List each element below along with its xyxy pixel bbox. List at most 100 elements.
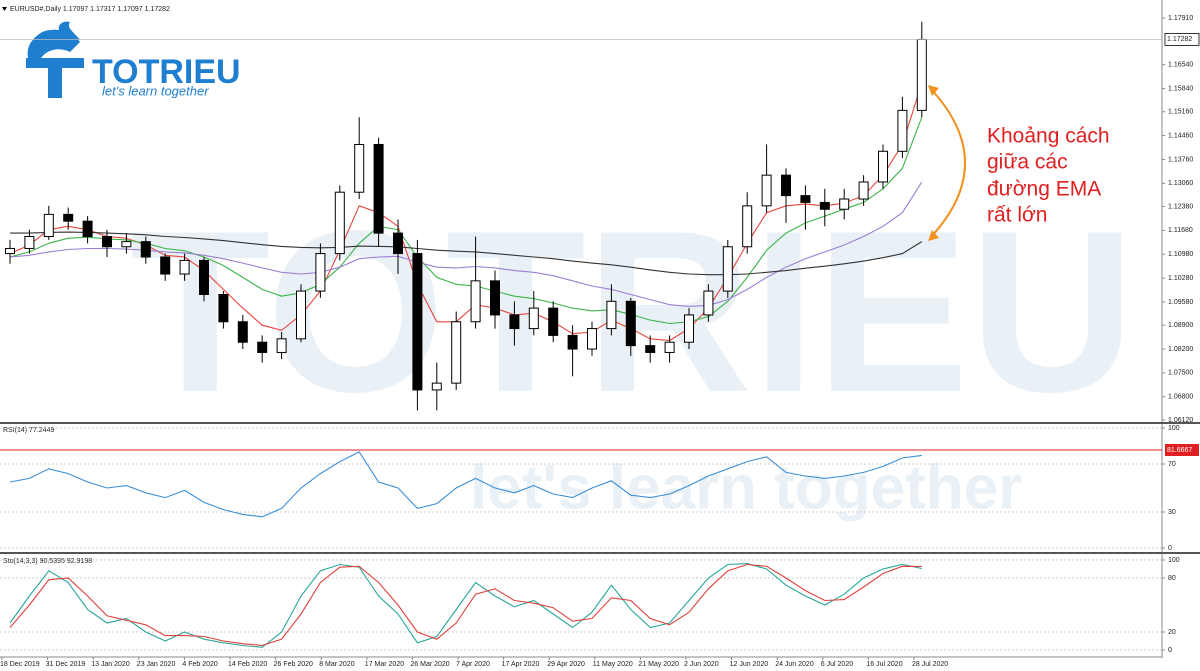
candle-body (781, 174, 791, 197)
candle-body (393, 232, 403, 255)
x-tick-label: 17 Mar 2020 (365, 661, 404, 668)
y-tick-label: 1.07500 (1168, 370, 1193, 377)
annotation: Khoảng cách giữa các đường EMA rất lớn (928, 85, 1110, 241)
indicator-line (9, 563, 922, 647)
candle-body (354, 143, 365, 193)
candle-body (878, 150, 888, 183)
logo: TOTRIEU let's learn together (26, 21, 241, 98)
level-box (1165, 443, 1199, 456)
x-tick-label: 4 Feb 2020 (182, 661, 218, 668)
y-tick-label: 1.12380 (1168, 203, 1193, 210)
level-label: 81.6667 (1167, 447, 1192, 454)
candle-body (839, 198, 850, 210)
y-tick-label: 1.06800 (1168, 394, 1193, 401)
candle-body (645, 345, 656, 353)
y-tick-label: 1.06120 (1168, 417, 1193, 424)
candle-body (587, 328, 597, 350)
x-tick-label: 28 Jul 2020 (912, 661, 948, 668)
y-tick-label: 1.16540 (1168, 62, 1193, 69)
candle-body (5, 247, 15, 255)
y-tick-label: 1.13060 (1168, 180, 1193, 187)
candle-body (373, 143, 384, 234)
candle-body (315, 253, 326, 292)
y-tick-label: 1.09580 (1168, 299, 1193, 306)
y-tick-label: 1.14460 (1168, 132, 1193, 139)
candle-body (819, 201, 830, 210)
candle-body (296, 290, 306, 340)
pane-menu-icon (2, 7, 7, 11)
pane-title: EURUSD#,Daily 1.17097 1.17317 1.17097 1.… (10, 6, 170, 13)
last-price-box (1164, 32, 1200, 46)
candle-body (858, 181, 869, 200)
x-tick-label: 12 Jun 2020 (730, 661, 769, 668)
indicator-line (9, 181, 923, 307)
candle-body (703, 290, 714, 316)
x-tick-label: 18 Dec 2019 (0, 661, 40, 668)
candle-body (916, 38, 927, 111)
candle-body (82, 220, 93, 238)
candle-body (218, 293, 229, 323)
candle-body (548, 307, 559, 336)
candle-body (684, 314, 694, 343)
candle-body (800, 195, 811, 203)
candle-body (140, 241, 151, 258)
candle-body (664, 341, 675, 353)
annotation-line: Khoảng cách (987, 125, 1110, 148)
candle-body (509, 314, 520, 330)
candle-body (102, 236, 112, 248)
x-tick-label: 13 Jan 2020 (91, 661, 130, 668)
candle-body (470, 280, 481, 323)
watermark-tagline: let's learn together (470, 453, 1022, 522)
candle-body (43, 213, 54, 238)
x-tick-label: 26 Feb 2020 (274, 661, 313, 668)
indicator-line (9, 451, 922, 518)
indicator-line (9, 563, 922, 648)
x-tick-label: 26 Mar 2020 (410, 661, 449, 668)
candle-body (412, 253, 423, 391)
candle-body (528, 307, 539, 330)
y-tick-label: 1.08200 (1168, 346, 1193, 353)
candle-body (742, 205, 753, 248)
y-tick-label: 1.15160 (1168, 109, 1193, 116)
candle-body (276, 338, 287, 353)
y-tick-label: 80 (1168, 575, 1176, 582)
arrow-head (928, 85, 939, 96)
arrow-curve (929, 87, 966, 239)
candle-body (179, 259, 190, 275)
candle-body (567, 334, 578, 350)
x-tick-label: 6 Jul 2020 (821, 661, 853, 668)
indicator-line (10, 231, 923, 276)
last-price-label: 1.17282 (1167, 36, 1192, 43)
candle-body (24, 236, 35, 249)
candle-body (121, 241, 132, 248)
x-tick-label: 21 May 2020 (638, 661, 679, 668)
candle-body (431, 382, 442, 391)
arrow-head (928, 230, 939, 241)
candle-body (451, 321, 462, 384)
y-tick-label: 1.11680 (1168, 227, 1193, 234)
logo-tagline: let's learn together (102, 83, 209, 98)
x-tick-label: 14 Feb 2020 (228, 661, 267, 668)
candle-body (63, 213, 74, 222)
x-tick-label: 11 May 2020 (593, 661, 633, 668)
y-tick-label: 100 (1168, 557, 1180, 564)
x-tick-label: 31 Dec 2019 (46, 661, 86, 668)
candle-body (257, 341, 268, 353)
x-tick-label: 7 Apr 2020 (456, 661, 490, 668)
y-tick-label: 1.10280 (1168, 275, 1193, 282)
y-tick-label: 1.08900 (1168, 322, 1193, 329)
x-tick-label: 16 Jul 2020 (866, 661, 902, 668)
pane-title: RSI(14) 77.2449 (3, 427, 54, 434)
x-tick-label: 8 Mar 2020 (319, 661, 355, 668)
logo-stem (48, 58, 62, 98)
y-tick-label: 0 (1168, 545, 1172, 552)
x-tick-label: 23 Jan 2020 (137, 661, 176, 668)
candle-body (897, 109, 908, 152)
pane-title: Sto(14,3,3) 90.5395 92.9198 (3, 558, 92, 565)
candle-body (625, 300, 636, 347)
candle-body (722, 246, 733, 292)
candle-body (606, 300, 617, 330)
candle-body (490, 280, 500, 316)
candle-body (334, 191, 345, 255)
